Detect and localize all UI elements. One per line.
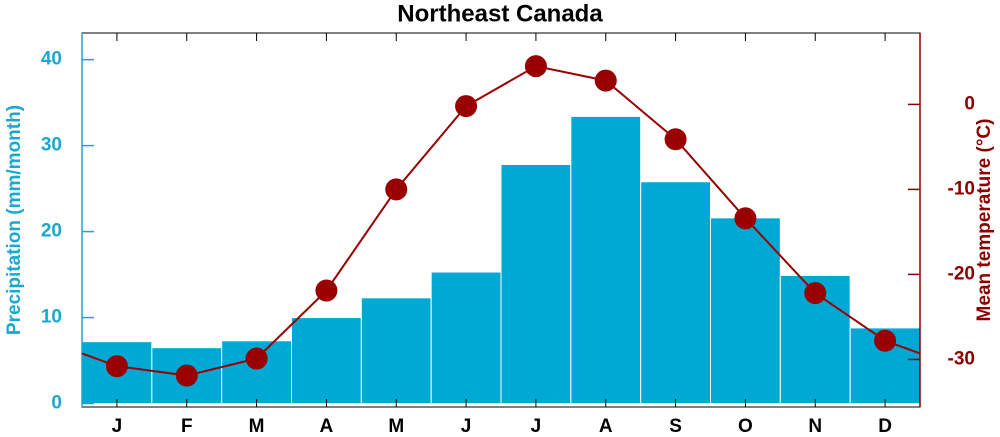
bar xyxy=(360,297,432,405)
point xyxy=(524,55,547,78)
chart-title: Northeast Canada xyxy=(397,0,603,27)
bar xyxy=(430,271,502,405)
line xyxy=(116,65,886,377)
x-tick-label: F xyxy=(181,416,193,437)
point xyxy=(315,279,338,302)
y-tick-label: 10 xyxy=(41,307,62,328)
x-tick-label: N xyxy=(808,416,822,437)
y-tick-label: 20 xyxy=(41,221,62,242)
point xyxy=(245,347,268,370)
y2-tick-label: 0 xyxy=(964,93,975,114)
y2-tick-label: -30 xyxy=(948,348,975,369)
x-tick-label: A xyxy=(320,416,334,437)
x-tick-label: S xyxy=(669,416,682,437)
point xyxy=(105,355,128,378)
y2-axis-label: Mean temperature (°C) xyxy=(974,119,995,322)
x-tick-label: A xyxy=(599,416,613,437)
point xyxy=(455,95,478,118)
y-tick-label: 0 xyxy=(51,393,62,414)
bar xyxy=(570,115,642,405)
bar xyxy=(710,217,781,405)
x-tick-label: M xyxy=(249,416,265,437)
point xyxy=(734,207,757,230)
y-tick-label: 30 xyxy=(41,135,62,156)
y-axis-label: Precipitation (mm/month) xyxy=(4,105,25,335)
point xyxy=(874,329,897,352)
bar xyxy=(640,181,712,405)
x-tick-label: O xyxy=(738,416,753,437)
point xyxy=(175,364,198,387)
x-tick-label: D xyxy=(878,416,892,437)
x-tick-label: M xyxy=(388,416,404,437)
point xyxy=(385,178,408,201)
x-tick-label: J xyxy=(112,416,123,437)
point xyxy=(804,282,827,305)
bar xyxy=(291,317,362,405)
y-tick-label: 40 xyxy=(41,49,62,70)
point xyxy=(594,69,617,92)
y2-tick-label: -20 xyxy=(948,263,975,284)
x-tick-label: J xyxy=(461,416,472,437)
bar xyxy=(500,164,572,405)
y2-tick-label: -10 xyxy=(948,178,975,199)
x-tick-label: J xyxy=(531,416,542,437)
point xyxy=(664,128,687,151)
